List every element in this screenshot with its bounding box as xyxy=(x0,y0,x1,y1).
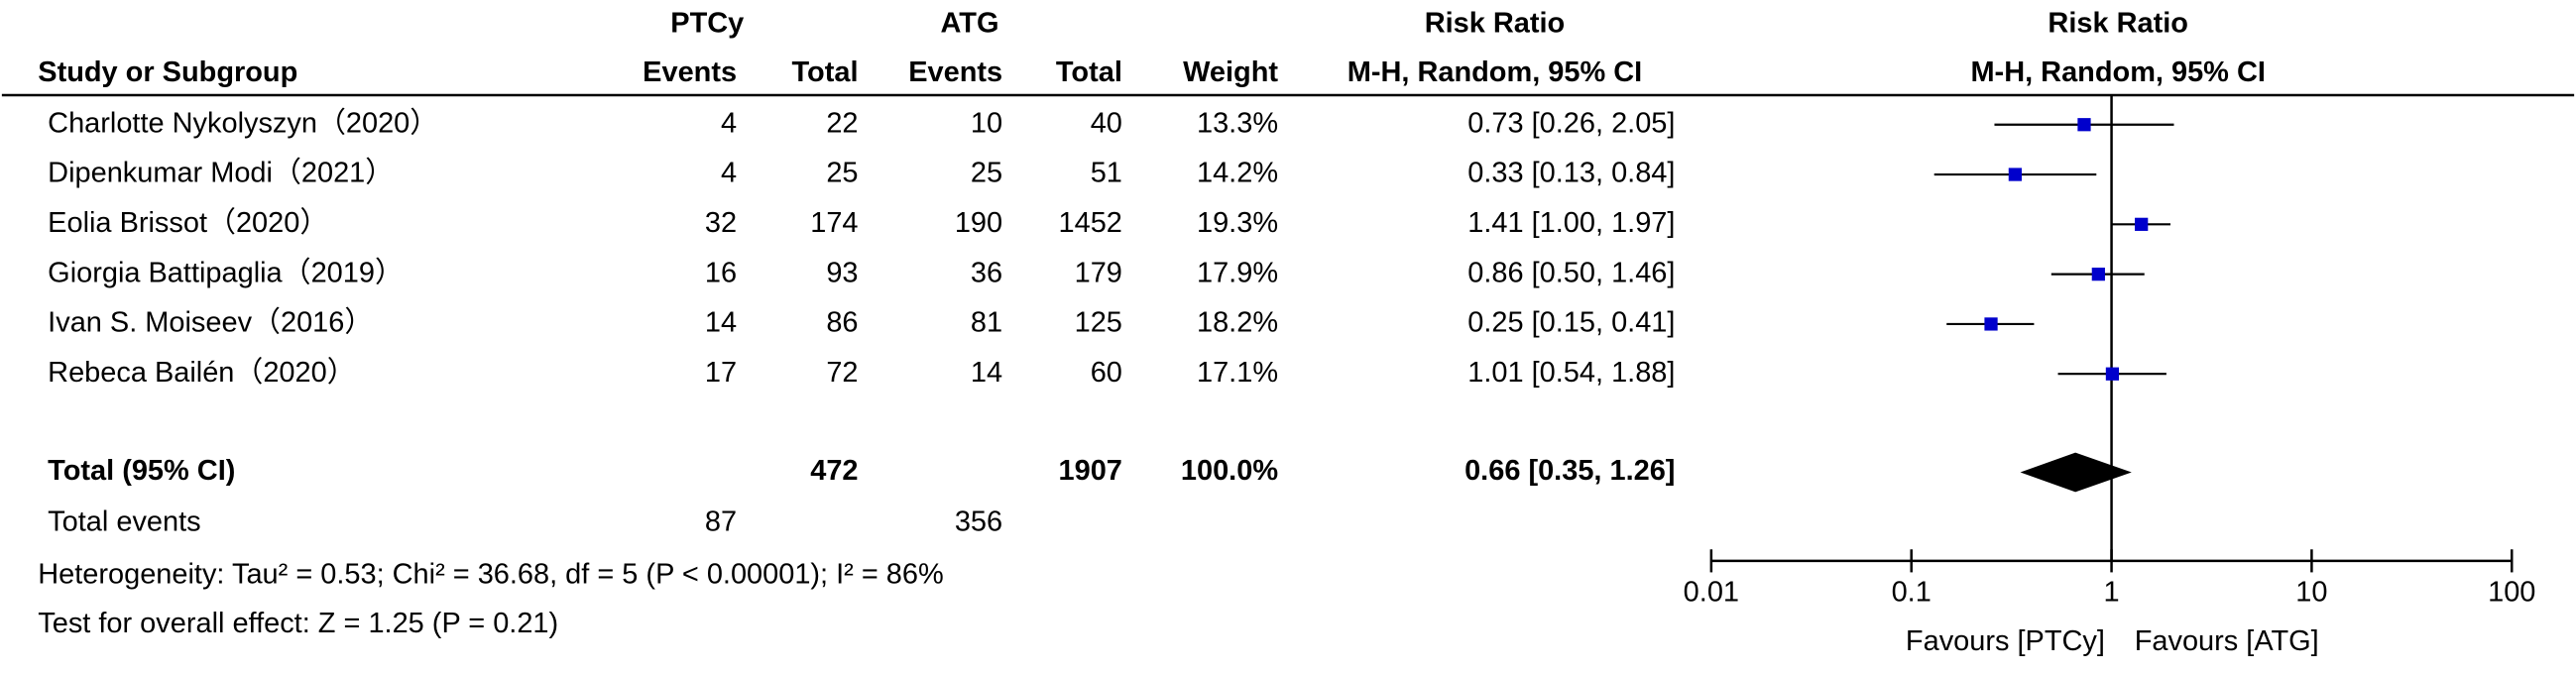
cell: 174 xyxy=(810,207,858,239)
group-header: ATG xyxy=(941,7,999,39)
ci-label: 1.01 [0.54, 1.88] xyxy=(1467,357,1675,389)
column-header: Weight xyxy=(1183,56,1278,88)
study-name: Eolia Brissot（2020） xyxy=(48,207,328,239)
column-header: Events xyxy=(908,56,1002,88)
cell: 86 xyxy=(826,307,858,339)
point-estimate xyxy=(1984,317,1998,331)
ci-label: 1.41 [1.00, 1.97] xyxy=(1467,207,1675,239)
cell: 190 xyxy=(955,207,1002,239)
ci-header-subtitle: M-H, Random, 95% CI xyxy=(1347,56,1642,88)
study-name: Giorgia Battipaglia（2019） xyxy=(48,257,404,288)
study-name: Charlotte Nykolyszyn（2020） xyxy=(48,107,438,139)
cell: 4 xyxy=(721,107,737,139)
cell: 93 xyxy=(826,257,858,288)
x-tick-label: 100 xyxy=(2488,577,2535,609)
point-estimate xyxy=(2008,168,2022,181)
ci-label: 0.25 [0.15, 0.41] xyxy=(1467,307,1675,339)
cell: 22 xyxy=(826,107,858,139)
cell: 17 xyxy=(705,357,737,389)
ci-header-title: Risk Ratio xyxy=(1425,7,1566,39)
heterogeneity: Heterogeneity: Tau² = 0.53; Chi² = 36.68… xyxy=(38,558,943,590)
point-estimate xyxy=(2135,217,2149,231)
group-header: PTCy xyxy=(670,7,744,39)
cell: 125 xyxy=(1075,307,1122,339)
cell: 40 xyxy=(1091,107,1122,139)
cell: 14 xyxy=(705,307,737,339)
total-events: 87 xyxy=(705,506,737,537)
x-tick-label: 10 xyxy=(2295,577,2327,609)
cell: 32 xyxy=(705,207,737,239)
cell: 18.2% xyxy=(1197,307,1278,339)
x-tick-label: 0.01 xyxy=(1684,577,1739,609)
cell: 25 xyxy=(971,158,1002,189)
total-events: 356 xyxy=(955,506,1002,537)
cell: 16 xyxy=(705,257,737,288)
x-tick-label: 0.1 xyxy=(1892,577,1932,609)
cell: 60 xyxy=(1091,357,1122,389)
cell: 13.3% xyxy=(1197,107,1278,139)
cell: 14 xyxy=(971,357,1002,389)
point-estimate xyxy=(2105,367,2120,381)
ci-label: 0.86 [0.50, 1.46] xyxy=(1467,257,1675,288)
study-name: Dipenkumar Modi（2021） xyxy=(48,158,394,189)
total-events-label: Total events xyxy=(48,506,200,537)
cell: 179 xyxy=(1075,257,1122,288)
point-estimate xyxy=(2077,118,2091,132)
x-label-right: Favours [ATG] xyxy=(2135,625,2319,657)
column-header: Total xyxy=(1056,56,1122,88)
study-name: Rebeca Bailén（2020） xyxy=(48,357,355,389)
cell: 1452 xyxy=(1059,207,1122,239)
total-label: Total (95% CI) xyxy=(48,455,235,487)
cell: 10 xyxy=(971,107,1002,139)
cell: 72 xyxy=(826,357,858,389)
ci-label: 0.33 [0.13, 0.84] xyxy=(1467,158,1675,189)
cell: 51 xyxy=(1091,158,1122,189)
column-header: Total xyxy=(792,56,859,88)
overall-effect: Test for overall effect: Z = 1.25 (P = 0… xyxy=(38,608,558,639)
point-estimate xyxy=(2091,268,2105,281)
pooled-diamond xyxy=(2020,452,2132,493)
cell: 17.1% xyxy=(1197,357,1278,389)
plot-title: Risk Ratio xyxy=(2048,7,2188,39)
cell: 19.3% xyxy=(1197,207,1278,239)
total-cell: 1907 xyxy=(1059,455,1122,487)
cell: 81 xyxy=(971,307,1002,339)
study-name: Ivan S. Moiseev（2016） xyxy=(48,307,373,339)
total-cell: 100.0% xyxy=(1181,455,1278,487)
cell: 4 xyxy=(721,158,737,189)
x-tick-label: 1 xyxy=(2104,577,2120,609)
cell: 36 xyxy=(971,257,1002,288)
cell: 17.9% xyxy=(1197,257,1278,288)
column-header: Study or Subgroup xyxy=(38,56,297,88)
cell: 25 xyxy=(826,158,858,189)
pooled-label: 0.66 [0.35, 1.26] xyxy=(1464,455,1675,487)
plot-subtitle: M-H, Random, 95% CI xyxy=(1970,56,2265,88)
ci-label: 0.73 [0.26, 2.05] xyxy=(1467,107,1675,139)
cell: 14.2% xyxy=(1197,158,1278,189)
total-cell: 472 xyxy=(810,455,858,487)
column-header: Events xyxy=(643,56,737,88)
x-label-left: Favours [PTCy] xyxy=(1906,625,2105,657)
